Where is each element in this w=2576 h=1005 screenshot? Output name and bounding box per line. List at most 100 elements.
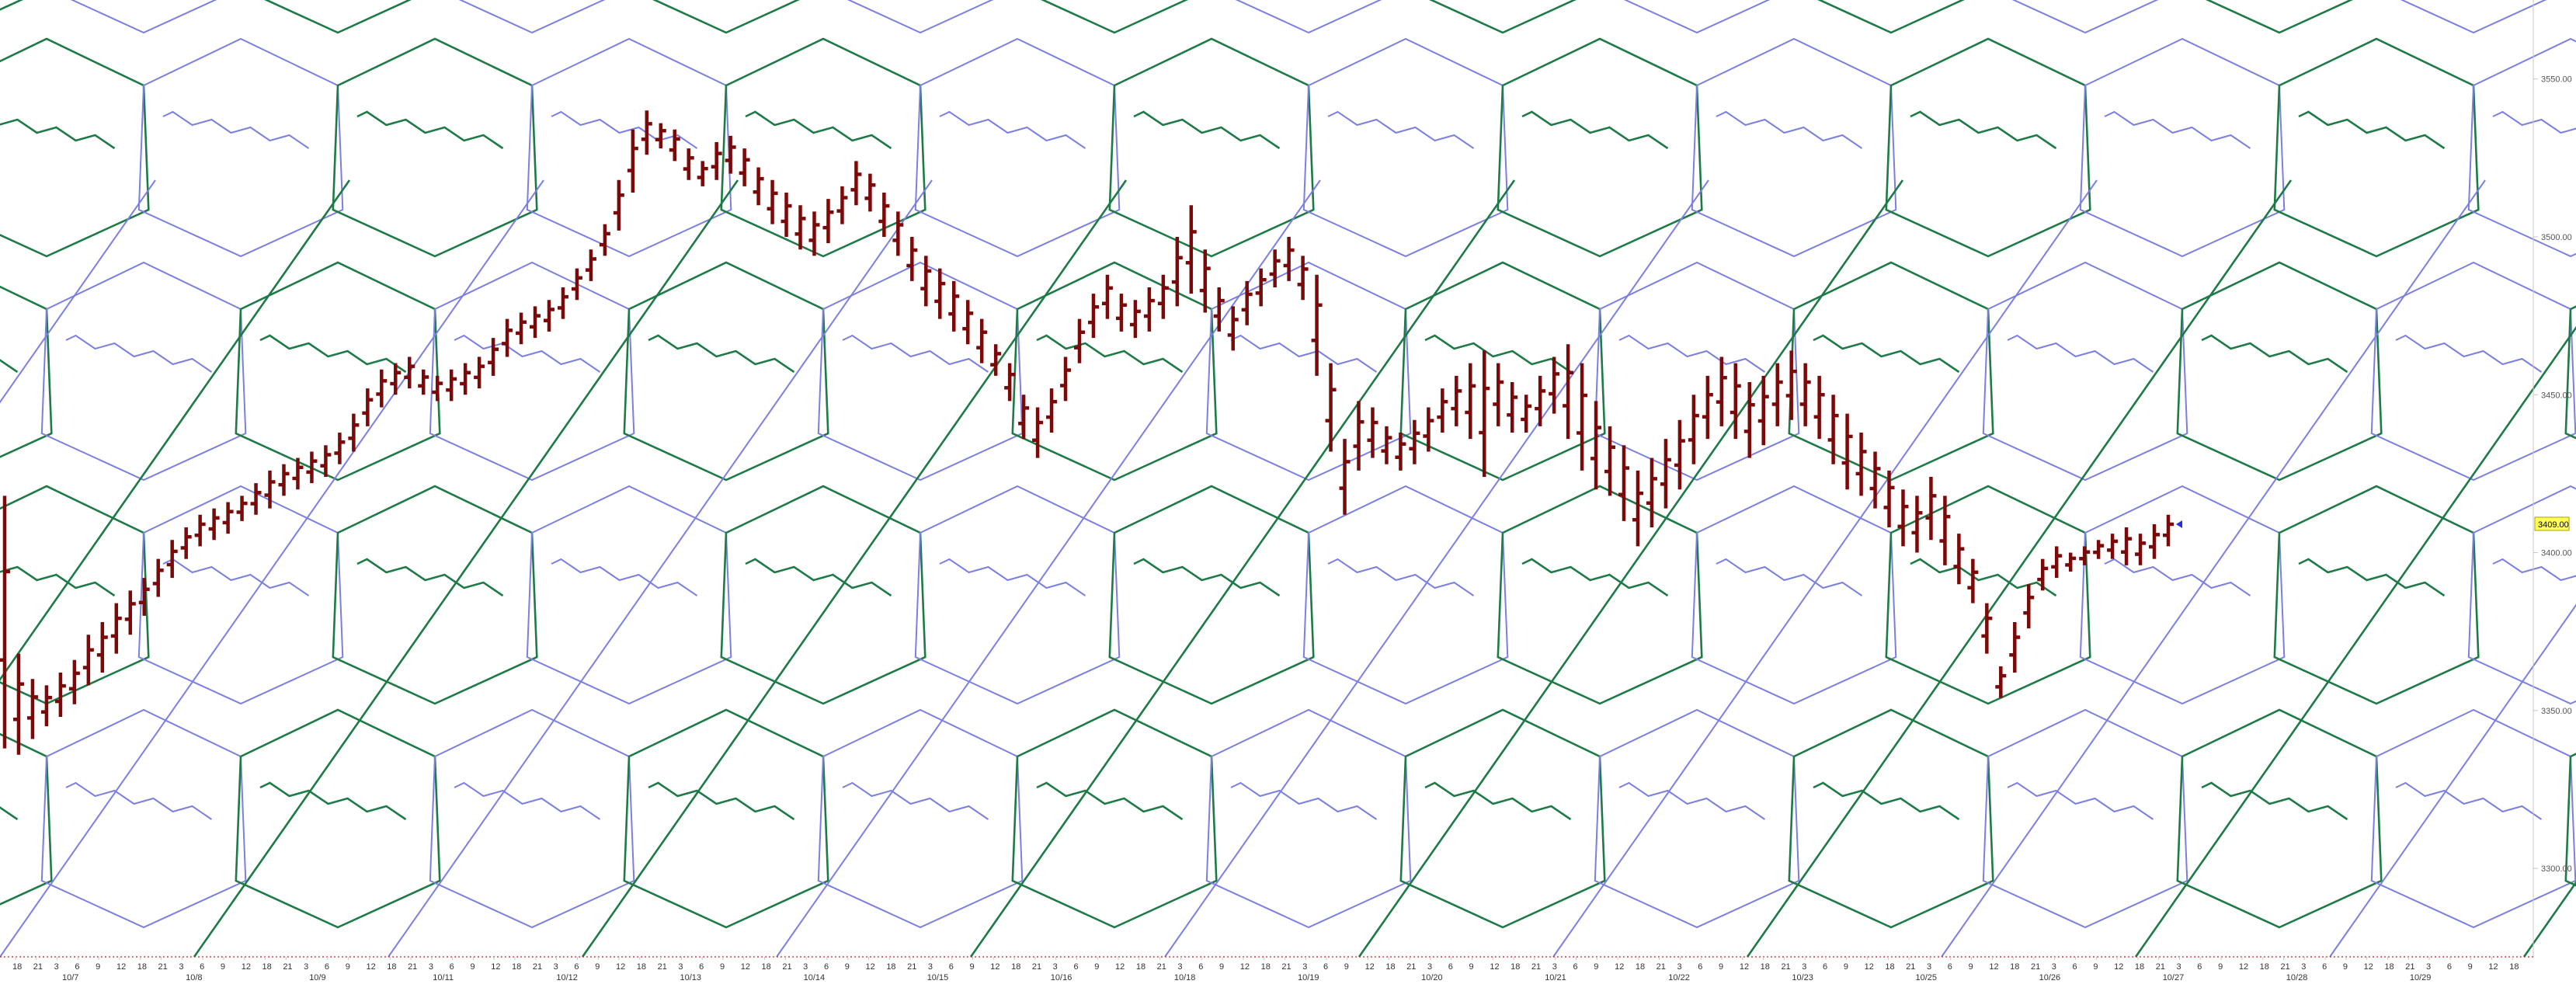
grid-cell-64	[2176, 708, 2383, 929]
date-label: 10/27	[2163, 973, 2185, 982]
grid-wave-21	[551, 110, 698, 149]
hour-tick-label: 3	[678, 962, 683, 972]
grid-diagonal-4	[776, 179, 1321, 958]
hour-tick-label: 21	[782, 962, 791, 972]
date-label: 10/25	[1916, 973, 1938, 982]
grid-diagonal-6	[1164, 179, 1709, 958]
hour-tick-label: 6	[2447, 962, 2452, 972]
grid-cell-72	[2564, 305, 2576, 440]
hour-tick-label: 9	[969, 962, 974, 972]
grid-wave-49	[1618, 781, 1766, 820]
grid-diagonal-1	[193, 179, 739, 958]
grid-diagonal-5	[969, 179, 1516, 958]
hour-tick-label: 3	[554, 962, 558, 972]
date-label: 10/8	[186, 973, 202, 982]
hour-tick-label: 3	[928, 962, 933, 972]
date-label: 10/18	[1174, 973, 1196, 982]
grid-cell-37	[1205, 261, 1412, 482]
hour-tick-label: 18	[762, 962, 771, 972]
grid-cell-26	[720, 37, 926, 258]
grid-diagonal--2	[0, 179, 156, 404]
hour-tick-label: 3	[2301, 962, 2306, 972]
hour-tick-label: 18	[1761, 962, 1770, 972]
hour-tick-label: 12	[741, 962, 750, 972]
grid-diagonal-11	[2134, 325, 2576, 958]
grid-wave-8	[0, 565, 116, 597]
grid-wave-37	[1230, 334, 1378, 373]
y-tick-label: 3300.00	[2541, 864, 2572, 874]
date-label: 10/9	[309, 973, 325, 982]
axes: 3550.00 3500.00 3450.00 3400.00 3350.00 3300.…	[0, 0, 2572, 982]
grid-diagonal-9	[1746, 179, 2293, 958]
date-label: 10/23	[1792, 973, 1813, 982]
hour-tick-label: 12	[1740, 962, 1749, 972]
hour-tick-label: 6	[2197, 962, 2202, 972]
hour-tick-label: 9	[1969, 962, 1973, 972]
hour-tick-label: 9	[1469, 962, 1474, 972]
grid-cell-19	[429, 708, 635, 929]
hour-tick-label: 6	[1323, 962, 1328, 972]
grid-cell-12	[235, 261, 441, 482]
hour-tick-label: 3	[1677, 962, 1681, 972]
date-label: 10/15	[927, 973, 949, 982]
grid-wave-17	[454, 334, 601, 373]
grid-wave-51	[1716, 110, 1863, 149]
grid-cell-55	[2011, 0, 2159, 34]
grid-cell-13	[137, 485, 344, 705]
hour-tick-label: 18	[886, 962, 895, 972]
grid-cell-28	[720, 485, 926, 705]
grid-cell-20	[652, 0, 801, 34]
grid-wave-54	[1813, 781, 1960, 821]
hour-tick-label: 6	[1823, 962, 1827, 972]
hour-tick-label: 3	[179, 962, 183, 972]
grid-wave-41	[1327, 110, 1475, 149]
hour-tick-label: 3	[1053, 962, 1058, 972]
y-tick-label: 3450.00	[2541, 391, 2572, 400]
grid-cell-62	[2176, 261, 2383, 482]
grid-cell-43	[1302, 485, 1509, 705]
hour-tick-label: 21	[2405, 962, 2414, 972]
grid-cell-10	[264, 0, 412, 34]
grid-wave-43	[1327, 558, 1475, 596]
date-label: 10/16	[1051, 973, 1072, 982]
hour-tick-label: 12	[366, 962, 375, 972]
hour-tick-label: 21	[533, 962, 542, 972]
grid-wave-13	[162, 558, 310, 596]
hour-tick-label: 21	[658, 962, 667, 972]
grid-cell-23	[526, 485, 732, 705]
hour-tick-label: 3	[1927, 962, 1931, 972]
grid-cell-41	[1302, 37, 1509, 258]
hour-tick-label: 6	[75, 962, 79, 972]
grid-cell-29	[817, 708, 1024, 929]
hour-tick-label: 18	[2135, 962, 2144, 972]
grid-wave-11	[162, 110, 310, 149]
hour-tick-label: 12	[1490, 962, 1499, 972]
hour-tick-label: 6	[2073, 962, 2077, 972]
grid-cell-46	[1497, 37, 1703, 258]
grid-cell-9	[40, 708, 247, 929]
hour-tick-label: 3	[1427, 962, 1432, 972]
grid-wave-19	[454, 781, 601, 820]
grid-cell-4	[0, 732, 53, 906]
hour-tick-label: 12	[2114, 962, 2123, 972]
hour-tick-label: 6	[2322, 962, 2327, 972]
grid-wave-23	[551, 558, 698, 596]
grid-cell-74	[2564, 753, 2576, 887]
hour-tick-label: 21	[408, 962, 417, 972]
grid-cell-48	[1497, 485, 1703, 705]
date-label: 10/20	[1421, 973, 1443, 982]
hour-tick-label: 18	[137, 962, 147, 972]
grid-cell-14	[235, 708, 441, 929]
hour-tick-label: 21	[2156, 962, 2165, 972]
hour-tick-label: 21	[1157, 962, 1166, 972]
date-label: 10/12	[556, 973, 578, 982]
hour-tick-label: 9	[96, 962, 100, 972]
hour-tick-label: 9	[595, 962, 600, 972]
hour-tick-label: 9	[470, 962, 475, 972]
hour-tick-label: 12	[2239, 962, 2248, 972]
grid-wave-14	[259, 781, 407, 821]
hour-tick-label: 6	[699, 962, 704, 972]
grid-cell-57	[1982, 261, 2188, 482]
grid-cell-11	[137, 37, 344, 258]
grid-wave-48	[1521, 558, 1669, 597]
